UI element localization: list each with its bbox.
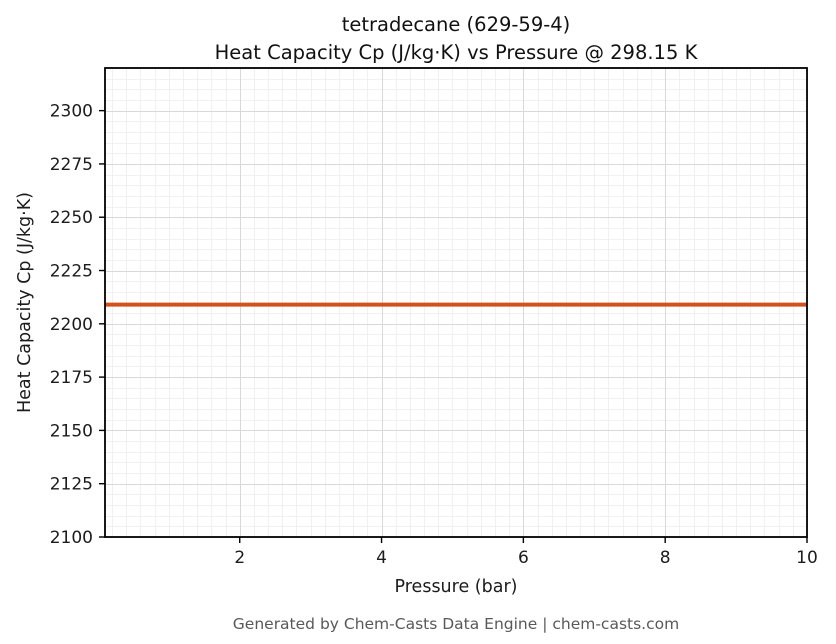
chart-title-line1: tetradecane (629-59-4): [341, 13, 571, 36]
x-tick-label: 10: [796, 548, 818, 568]
y-axis-label: Heat Capacity Cp (J/kg·K): [15, 192, 35, 413]
y-tick-label: 2200: [50, 315, 93, 335]
y-tick-label: 2275: [50, 155, 93, 175]
y-tick-label: 2150: [50, 421, 93, 441]
footer-credit: Generated by Chem-Casts Data Engine | ch…: [232, 615, 680, 633]
y-tick-label: 2100: [50, 528, 93, 548]
x-tick-label: 8: [660, 548, 671, 568]
y-tick-label: 2250: [50, 208, 93, 228]
x-tick-label: 6: [518, 548, 529, 568]
x-axis-label: Pressure (bar): [395, 577, 518, 597]
y-tick-label: 2175: [50, 368, 93, 388]
y-tick-label: 2225: [50, 262, 93, 282]
x-tick-label: 4: [376, 548, 387, 568]
plot-border: [104, 67, 808, 538]
chart-title: tetradecane (629-59-4) Heat Capacity Cp …: [76, 11, 836, 67]
chart-title-line2: Heat Capacity Cp (J/kg·K) vs Pressure @ …: [214, 41, 698, 64]
x-tick-label: 2: [234, 548, 245, 568]
y-tick-label: 2125: [50, 475, 93, 495]
y-tick-label: 2300: [50, 102, 93, 122]
